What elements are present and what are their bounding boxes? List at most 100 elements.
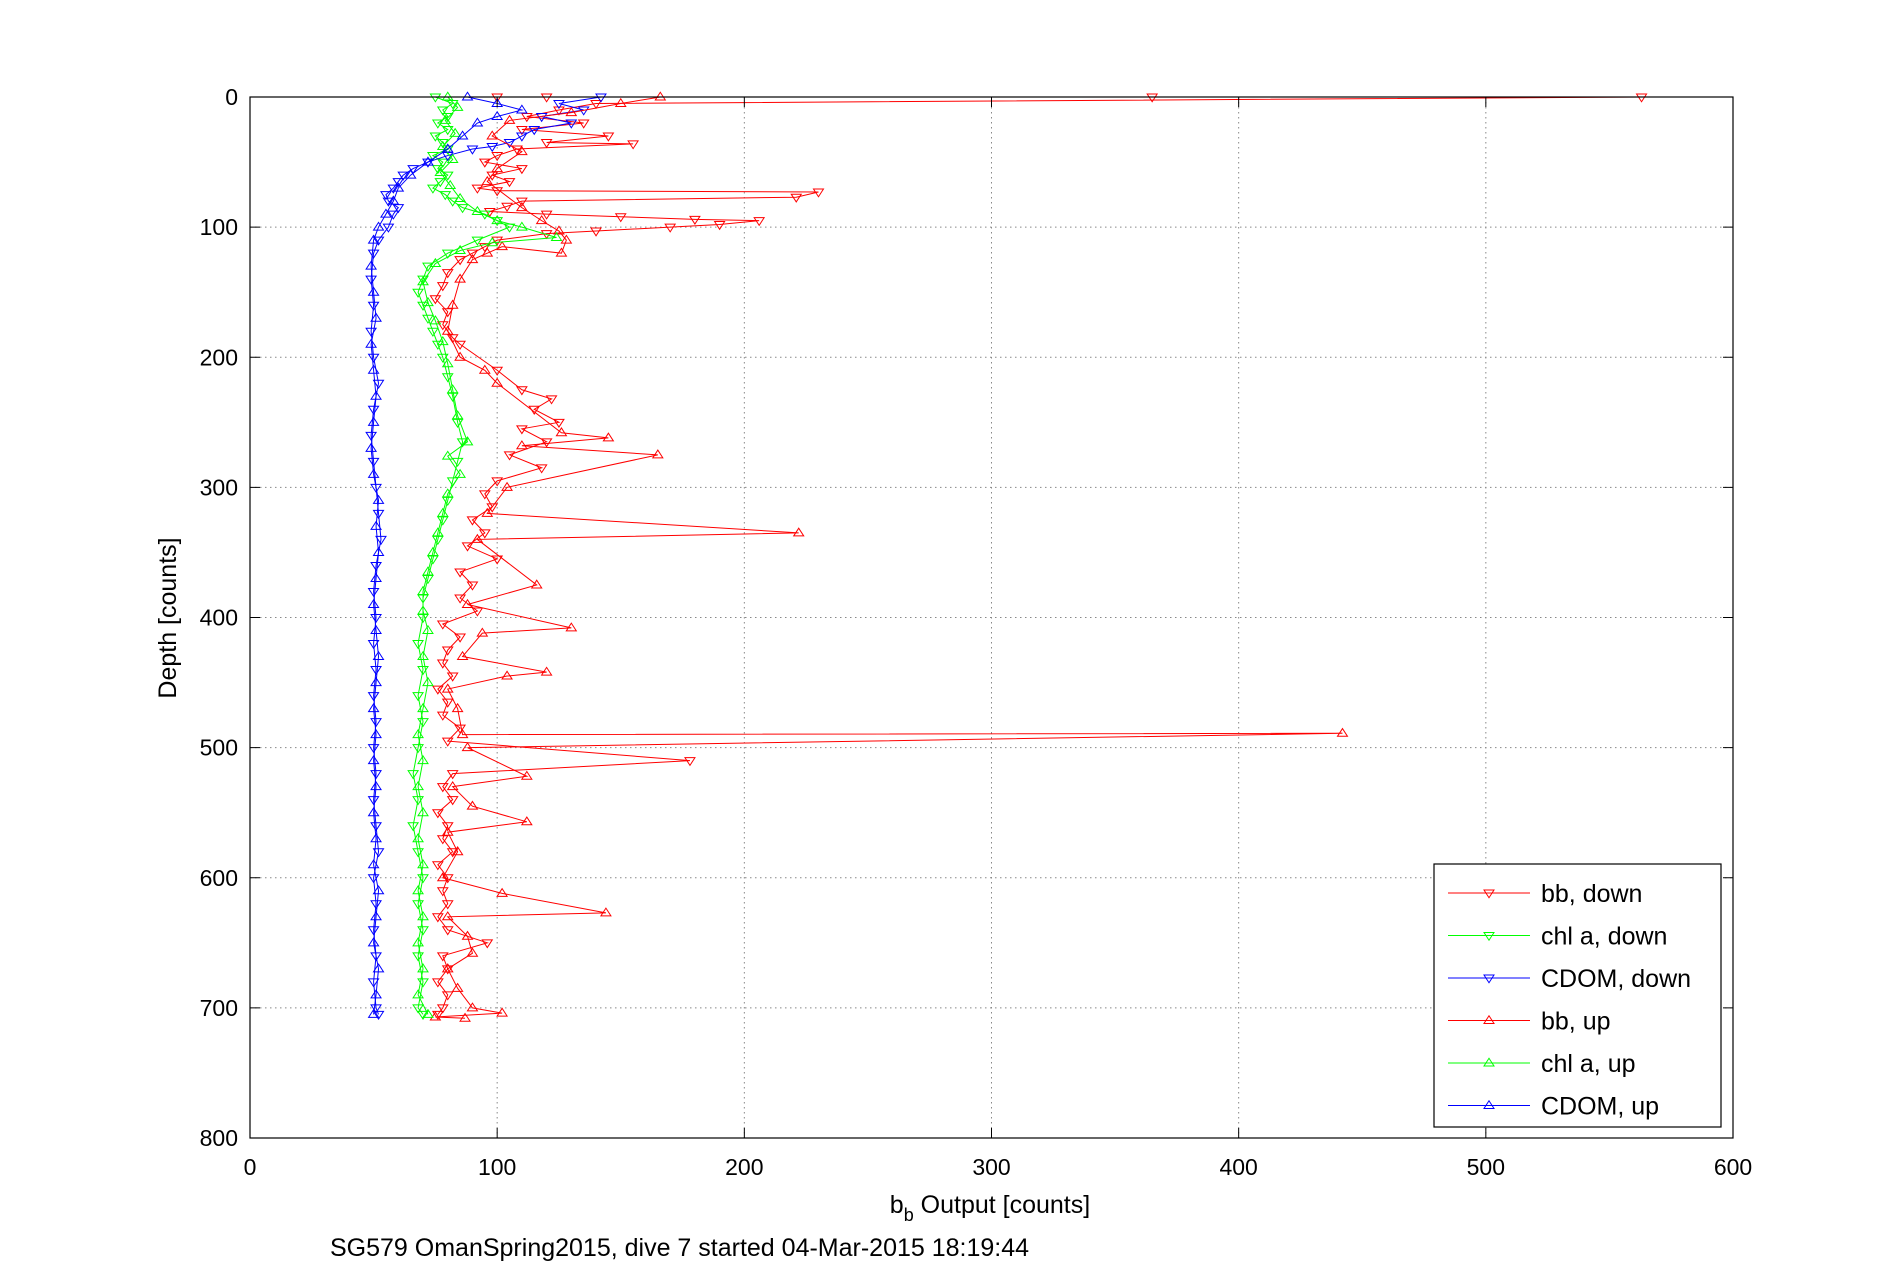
data-point [412, 885, 424, 895]
x-axis-label-subscript: b [904, 1205, 914, 1225]
data-point [422, 296, 434, 307]
data-point [422, 1008, 434, 1018]
data-point [370, 822, 382, 832]
series-layer [365, 91, 1648, 1022]
data-point [436, 516, 449, 526]
data-point [365, 431, 378, 441]
data-point [431, 535, 444, 546]
data-point [503, 451, 516, 461]
legend-label: bb, up [1541, 1008, 1611, 1036]
data-point [481, 247, 494, 257]
data-point [535, 113, 548, 123]
data-point [560, 234, 573, 244]
data-point [466, 249, 479, 259]
data-point [436, 872, 449, 882]
data-point [478, 158, 491, 168]
data-point [370, 561, 382, 572]
data-point [367, 234, 380, 244]
data-point [466, 800, 479, 810]
data-point [434, 178, 447, 188]
data-point [451, 982, 464, 992]
data-point [441, 358, 454, 368]
series-line [434, 96, 1642, 1015]
data-point [372, 236, 385, 246]
data-point [501, 481, 513, 491]
data-point [520, 113, 533, 123]
data-point [461, 598, 474, 608]
data-point [436, 783, 449, 793]
data-point [380, 208, 392, 218]
data-point [478, 243, 491, 253]
x-tick-label: 400 [1219, 1154, 1257, 1180]
data-point [412, 1004, 424, 1014]
data-point [429, 315, 442, 325]
data-point [456, 130, 469, 140]
data-point [602, 132, 615, 142]
data-point [380, 191, 392, 201]
data-point [436, 335, 449, 346]
data-point [496, 887, 509, 897]
data-point [515, 221, 528, 231]
data-point [461, 930, 474, 940]
data-point [441, 126, 454, 136]
data-point [436, 282, 449, 292]
data-point [392, 182, 405, 192]
data-point [491, 366, 504, 376]
series-line [417, 96, 557, 1015]
data-point [367, 807, 380, 817]
data-point [370, 390, 382, 400]
data-point [412, 640, 424, 650]
data-point [407, 822, 420, 832]
data-point [553, 418, 565, 428]
data-point [491, 162, 504, 173]
data-point [441, 822, 454, 832]
data-point [372, 379, 385, 389]
data-point [441, 488, 454, 498]
data-point [436, 620, 449, 630]
legend-label: chl a, up [1541, 1050, 1636, 1078]
x-tick-label: 0 [244, 1154, 257, 1180]
data-point [515, 386, 528, 396]
data-point [412, 989, 424, 999]
data-point [471, 236, 484, 246]
data-point [577, 119, 590, 129]
data-point [412, 692, 424, 702]
data-point [367, 301, 380, 311]
x-tick-label: 300 [972, 1154, 1010, 1180]
data-point [515, 132, 528, 142]
data-point [422, 314, 434, 324]
data-point [370, 520, 382, 530]
data-point [471, 533, 484, 543]
data-point [471, 117, 484, 127]
data-point [486, 171, 499, 181]
data-point [370, 989, 382, 999]
data-point [590, 227, 602, 237]
data-point [555, 427, 568, 437]
data-point [429, 93, 442, 103]
legend-label: CDOM, up [1541, 1093, 1659, 1121]
data-point [367, 926, 380, 936]
data-point [436, 158, 449, 168]
data-point [367, 249, 380, 259]
data-point [422, 676, 434, 687]
data-point [713, 221, 726, 231]
data-point [370, 780, 382, 791]
data-point [392, 204, 405, 214]
data-point [439, 191, 452, 201]
legend-label: bb, down [1541, 880, 1642, 908]
data-point [372, 221, 385, 231]
data-point [367, 754, 380, 765]
data-point [1336, 727, 1349, 737]
data-point [441, 965, 454, 975]
data-point [372, 848, 385, 858]
x-axis-label: bb Output [counts] [890, 1191, 1090, 1225]
data-point [664, 223, 677, 233]
data-point [654, 91, 667, 101]
data-point [486, 130, 499, 140]
data-point [367, 859, 380, 869]
data-point [441, 325, 454, 335]
data-point [540, 139, 553, 149]
data-point [454, 568, 467, 578]
data-point [407, 165, 420, 175]
data-point [688, 215, 701, 225]
